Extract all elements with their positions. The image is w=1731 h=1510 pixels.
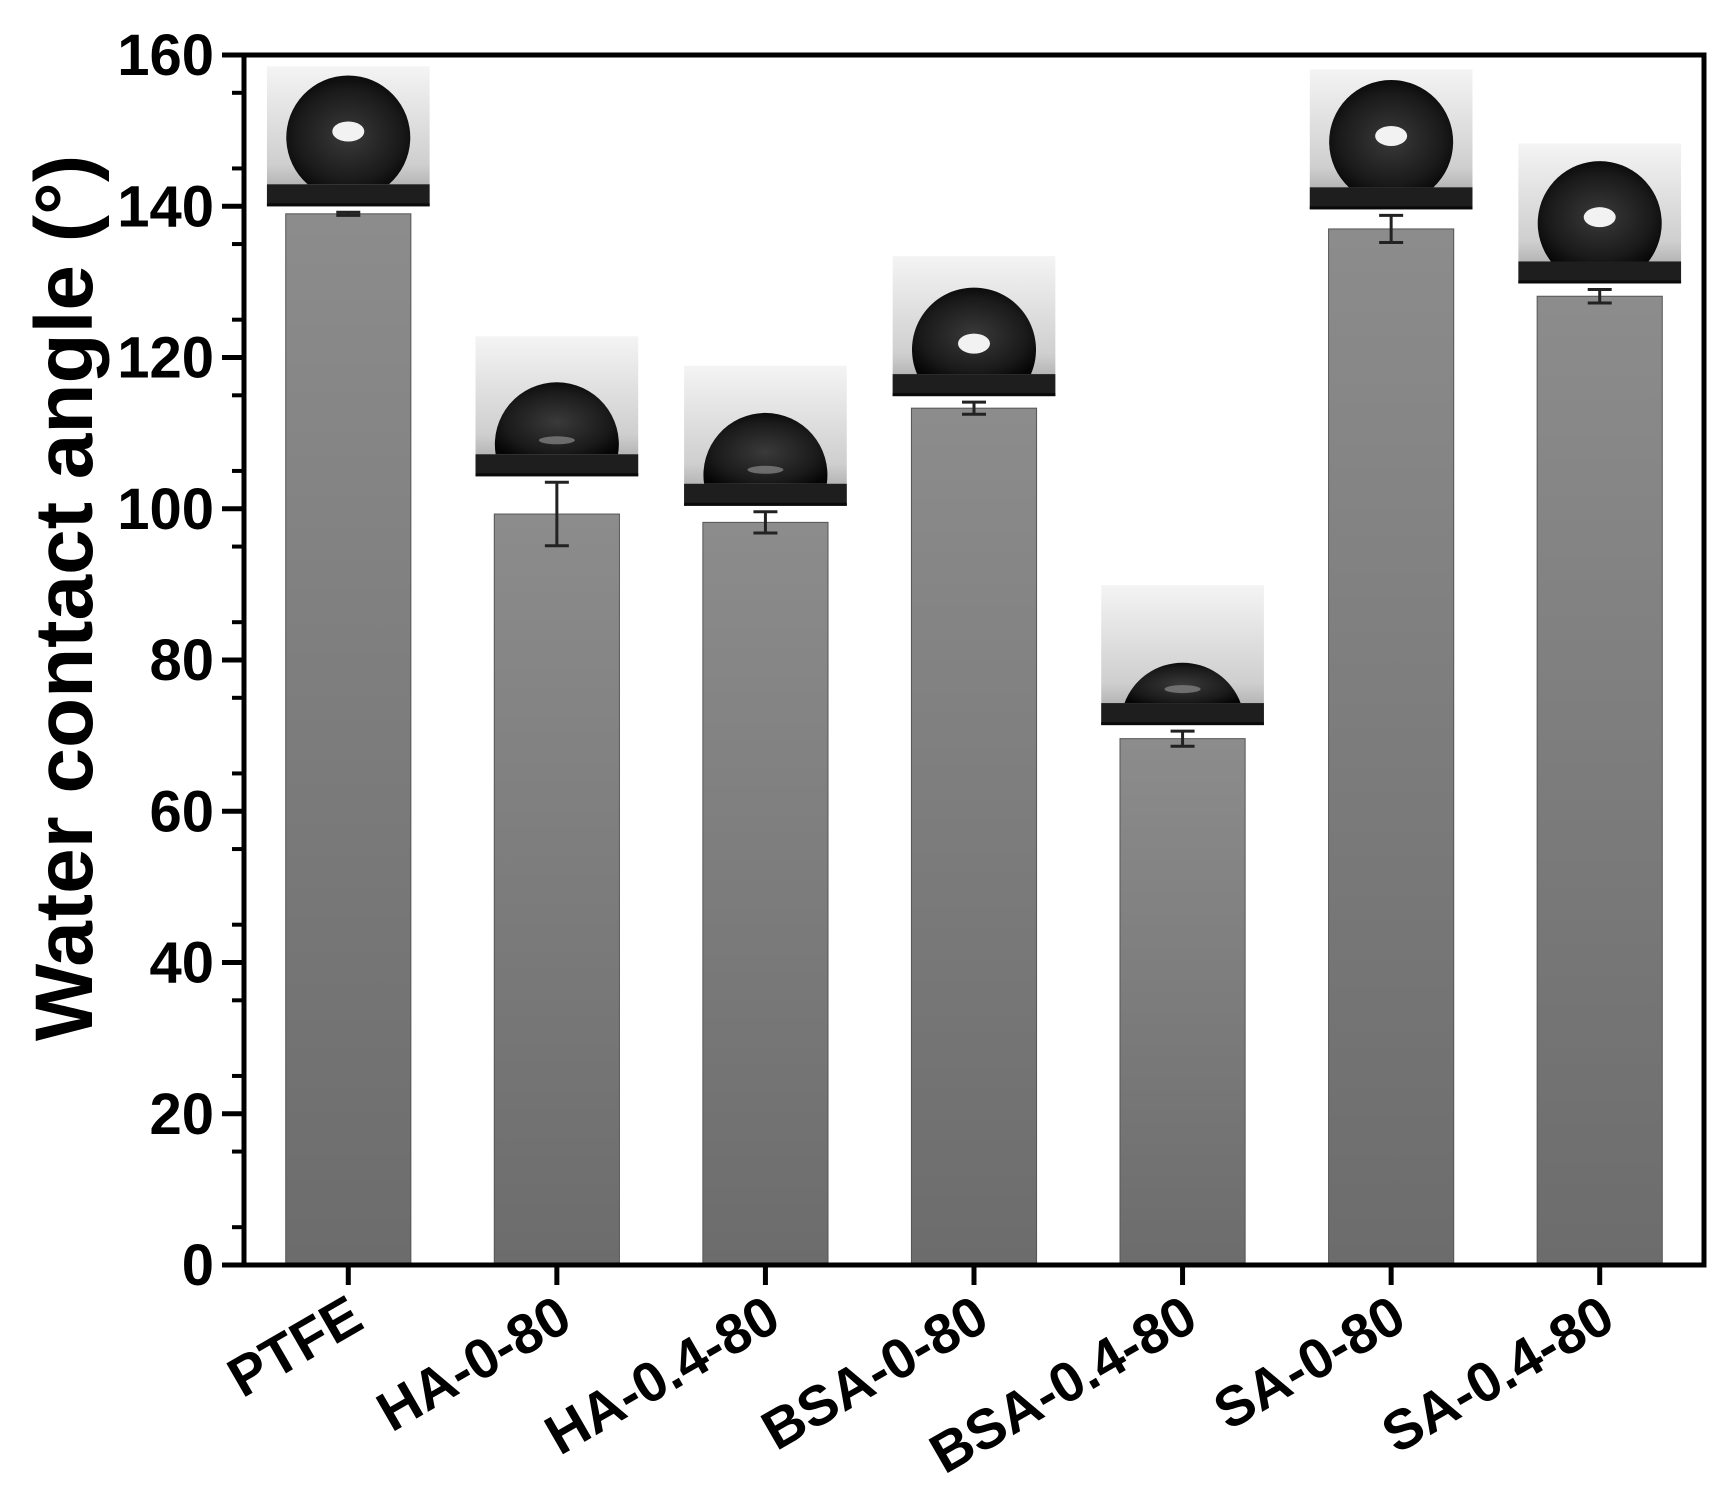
axes [222,52,1707,1285]
error-bar-SA-0-80 [1379,213,1404,245]
bar-HA-0.4-80 [702,521,829,1266]
y-tick-label: 20 [149,1082,214,1147]
droplet-inset-HA-0-80 [475,336,639,477]
droplet-inset-SA-0.4-80 [1518,143,1682,284]
error-bars [336,210,1612,748]
error-bar-BSA-0-80 [962,400,986,416]
bar-HA-0-80 [493,513,620,1266]
droplet-inset-SA-0-80 [1309,69,1473,210]
droplet-insets [266,66,1682,726]
bar-PTFE [285,213,412,1266]
bar-BSA-0-80 [910,407,1038,1266]
x-tick-label: PTFE [217,1283,372,1409]
y-tick-label: 60 [149,779,214,844]
error-bar-PTFE [336,210,361,217]
droplet-inset-HA-0.4-80 [684,365,847,506]
bar-SA-0-80 [1328,228,1455,1266]
y-axis-title: Water contact angle (°) [19,155,110,1041]
bars-layer [285,213,1663,1266]
y-tick-label: 40 [149,931,214,996]
y-tick-label: 80 [149,628,214,693]
error-bar-HA-0.4-80 [753,510,778,535]
y-tick-label: 140 [117,174,214,239]
error-bar-SA-0.4-80 [1587,287,1612,305]
bar-BSA-0.4-80 [1119,738,1246,1266]
y-tick-label: 100 [117,477,214,542]
bar-SA-0.4-80 [1536,295,1663,1266]
droplet-inset-BSA-0-80 [892,256,1056,397]
droplet-inset-PTFE [266,66,430,207]
y-tick-label: 0 [182,1233,214,1298]
error-bar-HA-0-80 [544,480,569,548]
x-tick-label: SA-0.4-80 [1371,1283,1624,1465]
y-tick-label: 160 [117,23,214,88]
droplet-inset-BSA-0.4-80 [1101,585,1264,726]
x-tick-label: HA-0.4-80 [534,1283,789,1467]
y-tick-label: 120 [117,326,214,391]
error-bar-BSA-0.4-80 [1170,729,1195,748]
